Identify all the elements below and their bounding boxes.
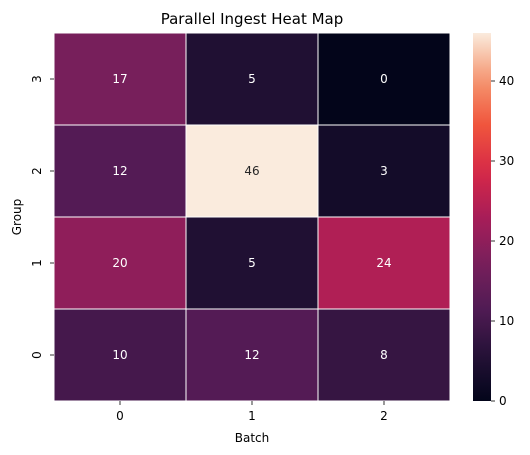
heatmap-cell-label: 10	[112, 348, 127, 362]
heatmap-cell	[185, 216, 319, 310]
heatmap-cell-label: 17	[112, 72, 127, 86]
y-axis-label: Group	[10, 199, 24, 236]
y-axis: 3 2 1 0	[30, 75, 54, 359]
y-tick-label: 2	[30, 167, 44, 175]
heatmap-cell	[53, 308, 187, 402]
heatmap-cell-labels: 17 5 0 12 46 3 20 5 24 10 12 8	[112, 72, 391, 362]
colorbar-tick-label: 10	[499, 314, 514, 328]
y-tick-label: 0	[30, 351, 44, 359]
heatmap-cell-label: 5	[248, 256, 256, 270]
heatmap-cell	[317, 308, 451, 402]
colorbar-gradient	[473, 33, 491, 401]
x-tick-label: 1	[248, 409, 256, 423]
heatmap-cell	[53, 32, 187, 126]
heatmap-cell	[53, 124, 187, 218]
heatmap-cell	[185, 124, 319, 218]
colorbar-ticks: 0 10 20 30 40	[491, 74, 514, 408]
heatmap-cell-label: 0	[380, 72, 388, 86]
heatmap-cell	[185, 32, 319, 126]
heatmap-cell-label: 12	[112, 164, 127, 178]
x-axis-label: Batch	[235, 431, 270, 445]
heatmap-cell	[317, 32, 451, 126]
y-tick-label: 3	[30, 75, 44, 83]
colorbar-tick-label: 30	[499, 154, 514, 168]
x-axis: 0 1 2	[116, 401, 388, 423]
heatmap-cell-label: 20	[112, 256, 127, 270]
heatmap-cells	[53, 32, 451, 402]
heatmap-cell	[317, 124, 451, 218]
colorbar: 0 10 20 30 40	[473, 33, 514, 408]
x-tick-label: 0	[116, 409, 124, 423]
y-tick-label: 1	[30, 259, 44, 267]
heatmap-cell-label: 24	[376, 256, 391, 270]
colorbar-tick-label: 0	[499, 394, 507, 408]
x-tick-label: 2	[380, 409, 388, 423]
colorbar-tick-label: 20	[499, 234, 514, 248]
heatmap-cell-label: 5	[248, 72, 256, 86]
chart-title: Parallel Ingest Heat Map	[161, 10, 344, 28]
heatmap-cell-label: 46	[244, 164, 259, 178]
heatmap-cell-label: 12	[244, 348, 259, 362]
heatmap-cell-label: 3	[380, 164, 388, 178]
colorbar-tick-label: 40	[499, 74, 514, 88]
heatmap-cell-label: 8	[380, 348, 388, 362]
